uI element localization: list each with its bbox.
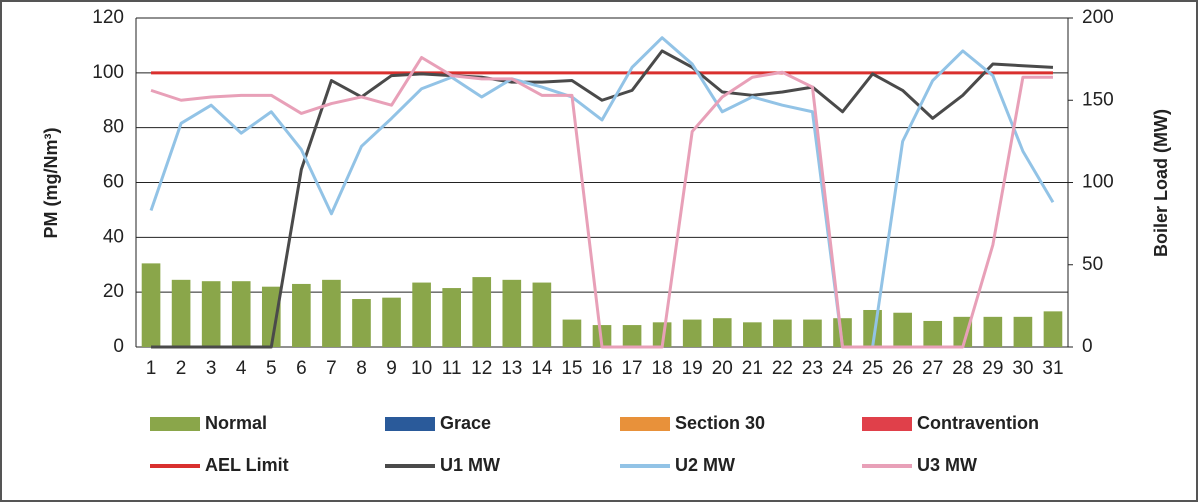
legend-label: Grace — [440, 413, 491, 433]
bar — [953, 316, 973, 347]
legend-swatch — [150, 417, 200, 431]
bar — [472, 277, 492, 347]
x-tick-label: 8 — [356, 358, 367, 379]
x-tick-label: 22 — [772, 358, 793, 379]
bar — [141, 263, 161, 347]
x-tick-label: 18 — [652, 358, 673, 379]
x-tick-label: 15 — [561, 358, 582, 379]
y-tick-label: 20 — [103, 281, 124, 302]
bar — [893, 312, 912, 347]
legend-swatch — [862, 417, 912, 431]
x-tick-label: 21 — [742, 358, 763, 379]
line-series — [150, 55, 1053, 349]
bar — [743, 322, 762, 347]
x-tick-label: 30 — [1012, 358, 1033, 379]
bar — [412, 282, 431, 347]
x-tick-label: 13 — [501, 358, 522, 379]
x-tick-label: 26 — [892, 358, 913, 379]
legend-swatch — [620, 417, 670, 431]
x-tick-label: 5 — [266, 358, 277, 379]
bar — [442, 288, 461, 347]
bar — [833, 318, 852, 347]
bar — [562, 319, 582, 347]
x-tick-label: 23 — [802, 358, 823, 379]
y2-tick-label: 150 — [1082, 89, 1114, 110]
y-tick-label: 40 — [103, 226, 124, 247]
y2-tick-label: 200 — [1082, 7, 1114, 28]
y-tick-label: 0 — [113, 336, 124, 357]
legend-label: Normal — [205, 413, 267, 433]
x-tick-label: 3 — [206, 358, 217, 379]
x-tick-label: 14 — [531, 358, 553, 379]
bar — [352, 299, 371, 347]
legend-label: U1 MW — [440, 455, 500, 475]
bar — [382, 297, 401, 347]
legend-swatch — [385, 417, 435, 431]
x-tick-label: 2 — [176, 358, 187, 379]
x-tick-label: 29 — [982, 358, 1003, 379]
x-tick-label: 27 — [922, 358, 943, 379]
bar — [1013, 316, 1033, 347]
y2-tick-label: 50 — [1082, 254, 1103, 275]
y-tick-label: 60 — [103, 172, 124, 193]
bar — [261, 286, 281, 347]
x-tick-label: 7 — [326, 358, 337, 379]
x-tick-label: 24 — [832, 358, 854, 379]
bar — [983, 316, 1003, 347]
x-tick-label: 4 — [236, 358, 247, 379]
bar — [652, 322, 672, 347]
bar — [201, 281, 221, 347]
legend-label: Section 30 — [675, 413, 765, 433]
y-tick-label: 120 — [92, 7, 124, 28]
bar — [923, 320, 943, 347]
legend-label: AEL Limit — [205, 455, 289, 475]
bar — [682, 319, 702, 347]
line-series — [151, 49, 1054, 349]
bar — [322, 279, 341, 347]
legend-label: U2 MW — [675, 455, 735, 475]
y2-tick-label: 0 — [1082, 336, 1093, 357]
x-tick-label: 12 — [471, 358, 492, 379]
y2-tick-label: 100 — [1082, 172, 1114, 193]
bar — [292, 283, 311, 347]
x-tick-label: 6 — [296, 358, 307, 379]
bar — [231, 281, 251, 347]
bar — [502, 279, 522, 347]
y2-axis-title: Boiler Load (MW) — [1151, 109, 1171, 257]
x-tick-label: 25 — [862, 358, 883, 379]
y-tick-label: 100 — [92, 62, 124, 83]
bar — [712, 318, 732, 347]
bar — [773, 319, 792, 347]
bar — [803, 319, 822, 347]
x-tick-label: 17 — [621, 358, 642, 379]
bar — [532, 282, 552, 347]
x-tick-label: 1 — [146, 358, 157, 379]
legend-label: Contravention — [917, 413, 1039, 433]
bar — [622, 325, 642, 347]
line-series — [149, 36, 1055, 349]
x-tick-label: 31 — [1042, 358, 1063, 379]
bar — [171, 279, 191, 347]
x-tick-label: 16 — [591, 358, 612, 379]
x-tick-label: 9 — [386, 358, 397, 379]
x-tick-label: 19 — [682, 358, 703, 379]
x-tick-label: 11 — [442, 358, 462, 379]
y-tick-label: 80 — [103, 117, 124, 138]
x-tick-label: 10 — [411, 358, 432, 379]
y-axis-title: PM (mg/Nm³) — [41, 128, 61, 239]
legend-label: U3 MW — [917, 455, 977, 475]
x-tick-label: 20 — [712, 358, 733, 379]
x-tick-label: 28 — [952, 358, 973, 379]
bar — [1043, 311, 1063, 347]
